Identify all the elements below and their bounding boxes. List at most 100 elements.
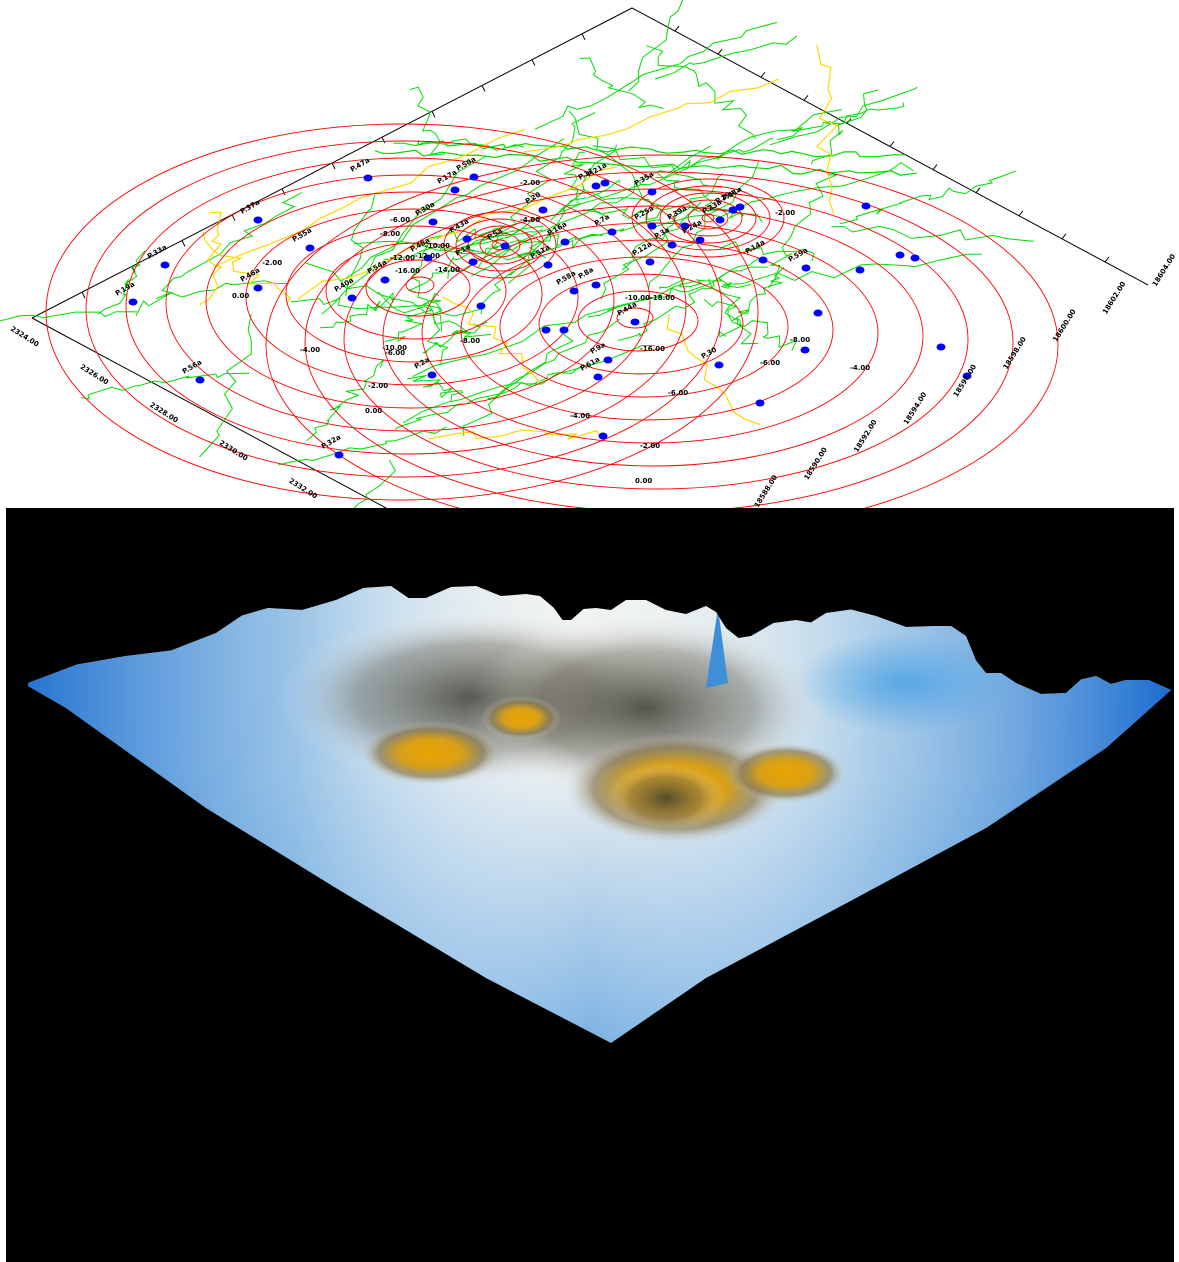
well-marker xyxy=(855,266,865,274)
contour-value-label: -8.00 xyxy=(790,336,810,344)
contour-line xyxy=(265,154,1059,508)
well-label: P.58a xyxy=(555,269,577,287)
contour-line xyxy=(443,211,557,279)
well-marker xyxy=(962,372,972,380)
contour-value-label: -8.00 xyxy=(380,230,400,238)
well-marker xyxy=(560,238,570,246)
well-label: P.24a xyxy=(681,218,703,236)
well-marker xyxy=(476,302,486,310)
road-line xyxy=(654,35,798,80)
axis-label-easting: 18598.00 xyxy=(1002,335,1028,371)
contour-value-label: -12.00 xyxy=(415,252,440,260)
well-marker xyxy=(598,432,608,440)
3d-surface-view xyxy=(28,586,1171,1043)
well-marker xyxy=(128,298,138,306)
well-marker xyxy=(591,182,601,190)
contour-line xyxy=(304,171,1014,508)
road-line xyxy=(384,292,441,343)
contour-value-label: -6.00 xyxy=(390,216,410,224)
zero-contour xyxy=(523,78,779,153)
contour-value-label: -4.00 xyxy=(300,346,320,354)
contour-line xyxy=(125,157,687,455)
contour-value-label: -14.00 xyxy=(435,266,460,274)
road-line xyxy=(811,89,879,165)
road-line xyxy=(831,225,1034,242)
well-marker xyxy=(347,294,357,302)
road-line xyxy=(719,240,815,262)
zero-contour xyxy=(428,429,603,441)
road-line xyxy=(507,144,617,284)
contour-value-label: -2.00 xyxy=(368,382,388,390)
well-marker xyxy=(538,206,548,214)
well-marker xyxy=(450,186,460,194)
well-marker xyxy=(160,261,170,269)
contour-value-label: 0.00 xyxy=(365,407,382,415)
contour-line xyxy=(405,276,435,294)
well-marker xyxy=(667,241,677,249)
axis-tick xyxy=(481,85,486,92)
contour-line xyxy=(687,206,729,230)
map-border xyxy=(31,317,387,508)
contour-line xyxy=(499,256,789,398)
axis-tick xyxy=(531,59,536,66)
road-line xyxy=(479,233,553,306)
well-marker xyxy=(363,174,373,182)
contour-line xyxy=(577,290,699,352)
contour-map: 2324.002326.002328.002330.002332.002334.… xyxy=(0,0,1177,508)
road-line xyxy=(656,172,745,219)
well-marker xyxy=(559,326,569,334)
contour-value-label: -10.00 xyxy=(425,242,450,250)
axis-tick xyxy=(674,25,680,32)
axis-label-easting: 18590.00 xyxy=(803,446,829,482)
contour-line xyxy=(382,205,924,467)
well-label: P.11a xyxy=(721,185,743,203)
well-markers xyxy=(128,173,972,459)
well-label: P.54a xyxy=(366,258,388,276)
contour-line xyxy=(45,123,759,501)
road-line xyxy=(321,155,487,315)
well-marker xyxy=(541,326,551,334)
well-marker xyxy=(647,188,657,196)
well-marker xyxy=(607,228,617,236)
well-marker xyxy=(645,258,655,266)
contour-line xyxy=(673,199,743,237)
axis-label-easting: 18602.00 xyxy=(1101,280,1127,316)
contour-value-label: -4.00 xyxy=(520,216,540,224)
contour-value-label: -10.00 xyxy=(382,344,407,352)
axis-tick xyxy=(281,188,286,196)
well-marker xyxy=(603,356,613,364)
contour-value-label: -12.00 xyxy=(390,254,415,262)
road-line xyxy=(278,426,447,466)
contour-line xyxy=(165,174,651,432)
well-label: P.47a xyxy=(349,156,371,174)
well-marker xyxy=(755,399,765,407)
contour-line xyxy=(285,225,543,363)
well-marker xyxy=(728,206,738,214)
well-label: P.21a xyxy=(586,161,608,179)
contour-line xyxy=(479,232,521,258)
axis-tick xyxy=(932,164,938,170)
well-label: P.55a xyxy=(291,226,313,244)
contour-map-panel: 2324.002326.002328.002330.002332.002334.… xyxy=(0,0,1179,508)
contour-value-label: -2.00 xyxy=(775,209,795,217)
contour-value-label: -4.00 xyxy=(570,412,590,420)
road-line xyxy=(407,374,464,402)
contour-line xyxy=(365,259,471,317)
depression-small xyxy=(481,696,561,740)
road-line xyxy=(534,21,778,130)
road-line xyxy=(97,250,146,315)
contour-line xyxy=(538,273,744,375)
depression-east xyxy=(726,743,846,803)
well-marker xyxy=(427,371,437,379)
contour-line xyxy=(467,225,533,265)
road-line xyxy=(600,201,702,301)
zero-contour xyxy=(666,314,761,426)
well-marker xyxy=(500,242,510,250)
axis-label-northing: 2328.00 xyxy=(148,401,179,425)
road-line xyxy=(653,162,914,228)
road-line xyxy=(353,240,546,261)
contour-value-label: -2.00 xyxy=(262,259,282,267)
contour-value-label: -6.00 xyxy=(385,349,405,357)
depression-west xyxy=(361,721,501,785)
axis-tick xyxy=(331,162,336,170)
